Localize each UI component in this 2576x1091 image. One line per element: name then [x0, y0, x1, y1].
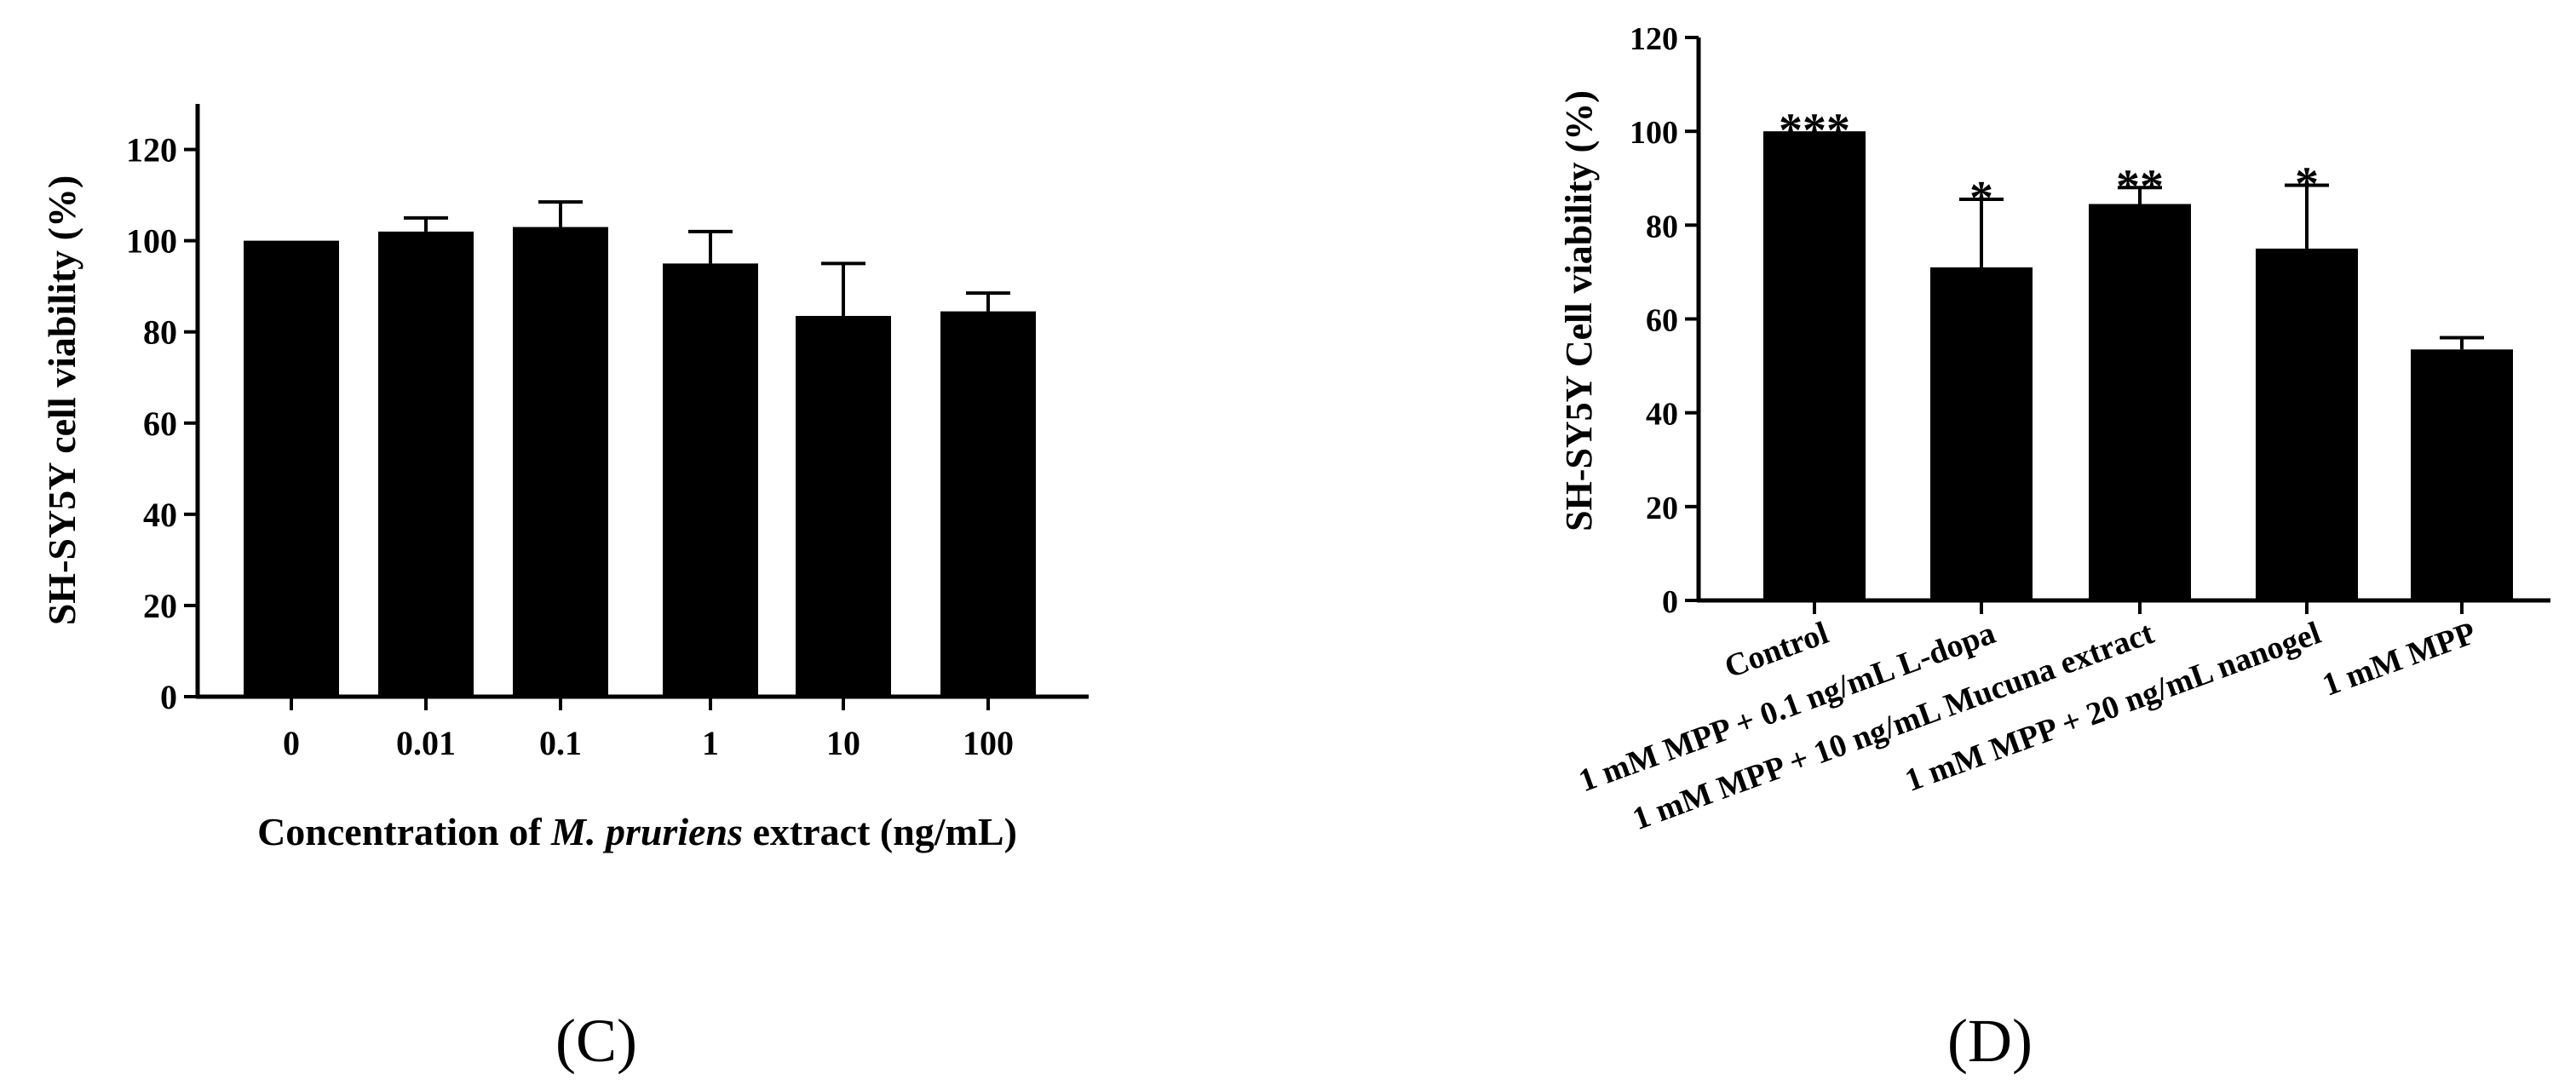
y-tick-label-d: 80	[1646, 209, 1678, 244]
bar-d	[1930, 267, 2033, 600]
y-tick-label-c: 80	[143, 313, 177, 352]
x-axis-label-c-species: M. pruriens	[550, 810, 743, 853]
y-tick-label-c: 120	[126, 131, 177, 169]
bar-d	[2411, 349, 2513, 600]
y-tick-label-d: 40	[1646, 397, 1678, 433]
significance-marker-d: *	[1969, 172, 1993, 225]
y-tick-label-d: 120	[1630, 21, 1678, 57]
bar-c	[513, 227, 608, 697]
bar-c	[378, 231, 474, 697]
bar-c	[244, 240, 339, 698]
y-axis-label-d: SH-SY5Y Cell viability (%)	[1558, 90, 1600, 531]
y-tick-label-d: 20	[1646, 491, 1678, 526]
bar-c	[663, 263, 758, 697]
x-axis-label-c: Concentration of M. pruriens extract (ng…	[257, 810, 1017, 853]
y-tick-label-c: 60	[143, 405, 177, 443]
panel-label-c: (C)	[555, 1007, 637, 1075]
significance-marker-d: ***	[1779, 104, 1850, 157]
x-tick-label-c: 1	[702, 724, 719, 762]
x-tick-label-c: 0.01	[396, 724, 456, 762]
y-axis-label-c: SH-SY5Y cell viability (%)	[40, 175, 83, 626]
bar-c	[796, 315, 891, 697]
bar-d	[2089, 204, 2191, 600]
bar-d	[1763, 131, 1866, 600]
y-tick-label-d: 0	[1662, 584, 1678, 620]
y-tick-label-c: 100	[126, 222, 177, 261]
chart-panel-c: SH-SY5Y cell viability (%) Concentration…	[40, 104, 1089, 1075]
y-tick-label-c: 20	[143, 587, 177, 625]
x-tick-label-c: 0.1	[539, 724, 582, 762]
bar-d	[2256, 248, 2358, 600]
panel-label-d: (D)	[1947, 1007, 2033, 1075]
significance-marker-d: *	[2295, 158, 2319, 211]
x-tick-label-c: 10	[826, 724, 860, 762]
significance-marker-d: **	[2116, 160, 2164, 213]
x-axis-label-c-part1: Concentration of	[257, 810, 551, 853]
y-tick-label-c: 40	[143, 496, 177, 534]
y-tick-label-d: 100	[1630, 115, 1678, 151]
y-tick-label-c: 0	[160, 678, 177, 716]
x-tick-label-c: 0	[283, 724, 300, 762]
x-axis-label-c-part3: extract (ng/mL)	[743, 810, 1017, 853]
bar-c	[940, 311, 1036, 697]
y-tick-label-d: 60	[1646, 303, 1678, 339]
x-tick-label-c: 100	[963, 724, 1014, 762]
